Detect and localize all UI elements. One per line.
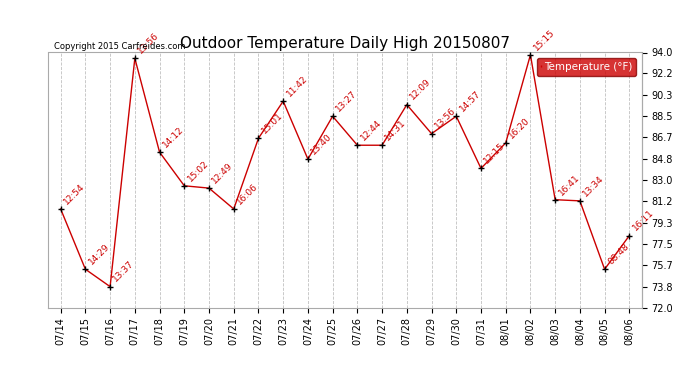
Text: 14:57: 14:57 — [457, 89, 482, 114]
Text: 08:48: 08:48 — [606, 242, 631, 267]
Legend: Temperature (°F): Temperature (°F) — [537, 58, 636, 76]
Text: 15:02: 15:02 — [186, 159, 210, 183]
Text: 15:01: 15:01 — [260, 111, 284, 135]
Title: Outdoor Temperature Daily High 20150807: Outdoor Temperature Daily High 20150807 — [180, 36, 510, 51]
Text: 13:37: 13:37 — [112, 259, 136, 284]
Text: 16:06: 16:06 — [235, 182, 260, 206]
Text: 14:29: 14:29 — [87, 242, 111, 267]
Text: 16:11: 16:11 — [631, 208, 655, 233]
Text: 12:49: 12:49 — [210, 161, 235, 185]
Text: 16:20: 16:20 — [507, 116, 532, 140]
Text: 14:12: 14:12 — [161, 125, 186, 149]
Text: 13:27: 13:27 — [334, 89, 359, 114]
Text: 15:15: 15:15 — [532, 27, 557, 52]
Text: Copyright 2015 Carfreides.com: Copyright 2015 Carfreides.com — [55, 42, 186, 51]
Text: 13:34: 13:34 — [581, 174, 606, 198]
Text: 11:42: 11:42 — [284, 74, 309, 98]
Text: 13:40: 13:40 — [309, 132, 334, 156]
Text: 13:56: 13:56 — [433, 106, 457, 131]
Text: 13:56: 13:56 — [136, 31, 161, 56]
Text: 12:44: 12:44 — [359, 118, 383, 142]
Text: 14:31: 14:31 — [384, 118, 408, 142]
Text: 12:54: 12:54 — [62, 182, 86, 206]
Text: 16:41: 16:41 — [557, 172, 581, 197]
Text: 12:15: 12:15 — [482, 141, 507, 166]
Text: 12:09: 12:09 — [408, 77, 433, 102]
